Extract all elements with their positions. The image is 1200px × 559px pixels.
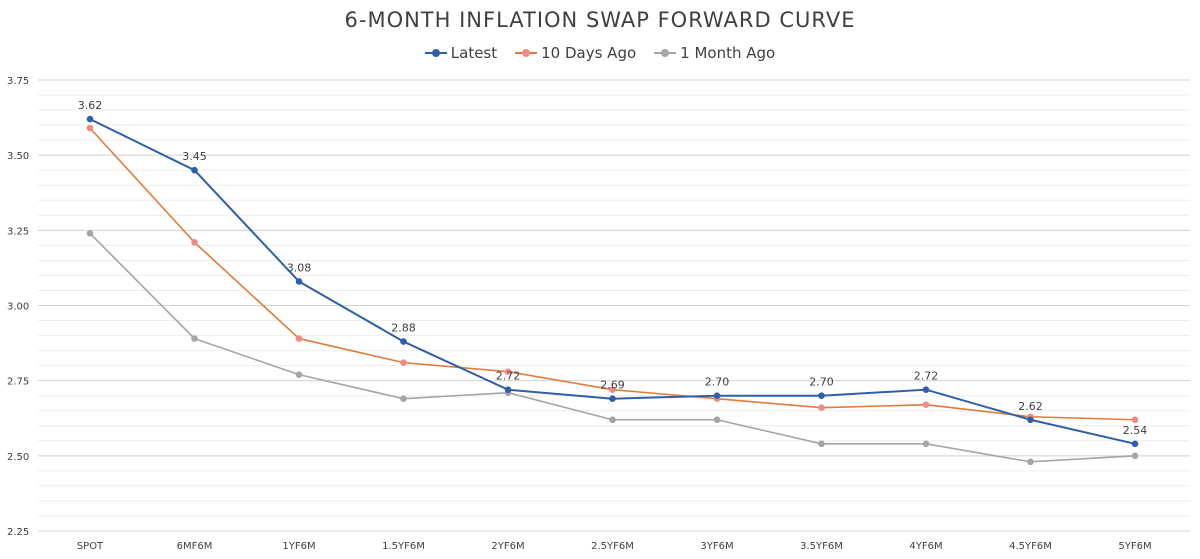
y-tick-label: 2.75 — [7, 377, 29, 388]
legend-swatch-1-month-ago — [654, 48, 677, 58]
x-tick-label: 2YF6M — [491, 541, 524, 552]
data-point — [713, 392, 721, 400]
data-label: 2.72 — [496, 370, 521, 383]
legend-swatch-latest — [424, 48, 447, 58]
data-point — [504, 386, 512, 393]
x-tick-label: 4YF6M — [909, 541, 942, 552]
data-point — [1131, 440, 1139, 448]
data-point — [86, 115, 94, 123]
legend-item-latest: Latest — [424, 44, 498, 62]
x-tick-label: 4.5YF6M — [1009, 541, 1052, 552]
data-label: 2.72 — [914, 370, 939, 383]
x-tick-label: SPOT — [77, 541, 104, 552]
legend-label-1-month-ago: 1 Month Ago — [680, 44, 776, 62]
y-tick-label: 2.25 — [7, 527, 29, 538]
data-point — [818, 392, 825, 400]
data-label: 2.54 — [1123, 424, 1148, 437]
data-point — [1131, 452, 1139, 460]
chart-legend: Latest 10 Days Ago 1 Month Ago — [0, 44, 1200, 62]
data-point — [609, 386, 616, 393]
data-point — [400, 338, 407, 345]
y-tick-label: 3.25 — [7, 226, 29, 237]
data-point — [922, 401, 930, 409]
data-point — [191, 335, 198, 342]
y-tick-label: 2.50 — [7, 452, 29, 463]
y-tick-label: 3.00 — [7, 302, 29, 313]
legend-item-1-month-ago: 1 Month Ago — [654, 44, 775, 62]
data-label: 2.70 — [809, 376, 834, 389]
data-point — [818, 440, 825, 448]
data-point — [295, 278, 303, 285]
x-tick-label: 2.5YF6M — [591, 541, 634, 552]
data-label: 2.62 — [1018, 400, 1043, 413]
x-tick-label: 1.5YF6M — [382, 541, 425, 552]
series-line — [89, 118, 1136, 445]
data-label: 3.45 — [182, 150, 207, 163]
data-point — [400, 395, 407, 403]
legend-swatch-10-days-ago — [515, 48, 538, 58]
data-point — [1027, 458, 1034, 466]
data-label: 3.62 — [78, 99, 103, 112]
x-tick-label: 3YF6M — [700, 541, 733, 552]
data-point — [504, 368, 512, 375]
data-point — [295, 371, 303, 378]
data-point — [922, 440, 930, 448]
data-point — [609, 416, 616, 424]
data-point — [1027, 416, 1034, 424]
data-point — [191, 239, 198, 246]
y-tick-label: 3.50 — [7, 151, 29, 162]
legend-label-10-days-ago: 10 Days Ago — [541, 44, 637, 62]
data-label: 2.69 — [600, 379, 625, 392]
data-point — [818, 404, 825, 412]
data-point — [1131, 416, 1139, 424]
data-point — [191, 166, 198, 174]
data-point — [609, 395, 616, 403]
data-point — [713, 416, 721, 424]
data-label: 2.88 — [391, 322, 416, 335]
data-point — [922, 386, 930, 393]
x-tick-label: 3.5YF6M — [800, 541, 843, 552]
data-point — [400, 359, 407, 366]
x-tick-label: 1YF6M — [282, 541, 315, 552]
legend-item-10-days-ago: 10 Days Ago — [515, 44, 636, 62]
series-line — [89, 232, 1136, 463]
data-point — [295, 335, 303, 342]
data-label: 3.08 — [287, 261, 312, 274]
y-tick-label: 3.75 — [7, 76, 29, 87]
legend-label-latest: Latest — [450, 44, 498, 62]
x-tick-label: 5YF6M — [1118, 541, 1151, 552]
data-point — [86, 124, 94, 132]
x-tick-label: 6MF6M — [177, 541, 213, 552]
chart-title: 6-MONTH INFLATION SWAP FORWARD CURVE — [344, 8, 856, 32]
data-point — [86, 230, 94, 237]
data-label: 2.70 — [705, 376, 730, 389]
series-line — [89, 127, 1136, 421]
